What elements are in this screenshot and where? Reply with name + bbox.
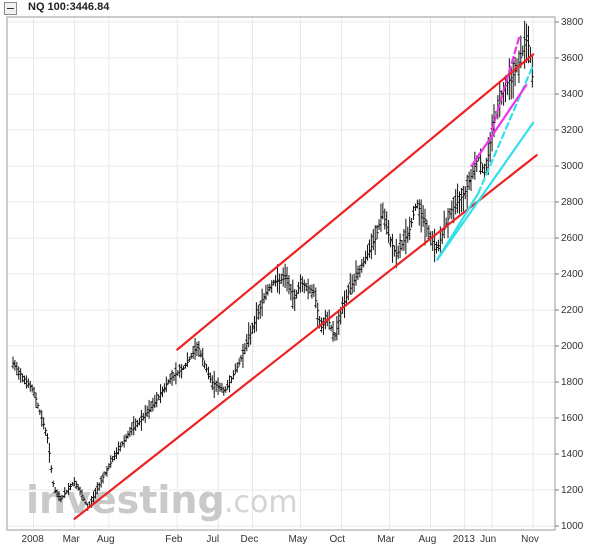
x-tick-label: Nov (521, 534, 539, 545)
trendlines (73, 35, 538, 520)
y-tick-label: 3600 (561, 53, 584, 64)
trendline-6 (470, 83, 528, 168)
trendline-4 (436, 191, 480, 261)
watermark-suffix: .com (224, 485, 298, 520)
trendline-1 (176, 53, 535, 351)
y-tick-label: 2000 (561, 341, 584, 352)
y-tick-label: 3000 (561, 161, 584, 172)
x-tick-label: Jul (206, 534, 219, 545)
y-tick-label: 2200 (561, 305, 584, 316)
y-tick-label: 1800 (561, 377, 584, 388)
watermark-brand: investing (26, 478, 225, 522)
trendline-7 (490, 35, 521, 132)
trendline-2 (73, 154, 538, 520)
ticker-label: NQ 100:3446.84 (28, 1, 110, 13)
y-tick-label: 1400 (561, 449, 584, 460)
x-tick-label: Mar (63, 534, 81, 545)
x-tick-label: May (288, 534, 307, 545)
y-tick-label: 2600 (561, 233, 584, 244)
chart-header: NQ 100:3446.84 (0, 0, 594, 17)
x-tick-label: Feb (165, 534, 183, 545)
collapse-button[interactable] (4, 2, 17, 15)
y-tick-label: 3800 (561, 17, 584, 28)
x-tick-label: Jun (480, 534, 496, 545)
x-axis: 2008 Mar Aug Feb Jul Dec May Oct Mar Aug 2013 Jun No… (22, 534, 539, 545)
x-tick-label: Aug (97, 534, 115, 545)
y-tick-label: 3200 (561, 125, 584, 136)
x-tick-label: Dec (241, 534, 259, 545)
y-axis: 1000 1200 1400 1600 1800 2000 2200 2400 2600 2800… (555, 17, 584, 532)
y-tick-label: 1600 (561, 413, 584, 424)
x-tick-label: Mar (377, 534, 395, 545)
grid (8, 18, 554, 529)
x-tick-label: 2013 (453, 534, 476, 545)
y-tick-label: 2400 (561, 269, 584, 280)
y-tick-label: 3400 (561, 89, 584, 100)
trendline-3 (436, 121, 535, 261)
x-tick-label: Aug (418, 534, 436, 545)
y-tick-label: 1200 (561, 485, 584, 496)
price-bars (11, 20, 534, 511)
y-tick-label: 1000 (561, 521, 584, 532)
x-tick-label: Oct (330, 534, 346, 545)
y-tick-label: 2800 (561, 197, 584, 208)
x-tick-label: 2008 (22, 534, 45, 545)
